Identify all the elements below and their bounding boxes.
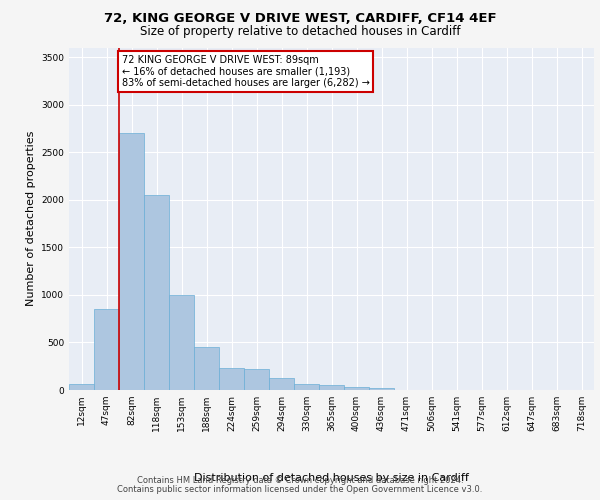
Bar: [144, 195, 169, 390]
Bar: [269, 378, 294, 390]
Bar: [294, 384, 319, 390]
Bar: [319, 385, 344, 390]
Text: 72 KING GEORGE V DRIVE WEST: 89sqm
← 16% of detached houses are smaller (1,193)
: 72 KING GEORGE V DRIVE WEST: 89sqm ← 16%…: [121, 55, 370, 88]
Bar: [69, 384, 94, 390]
X-axis label: Distribution of detached houses by size in Cardiff: Distribution of detached houses by size …: [194, 473, 469, 483]
Bar: [194, 347, 219, 390]
Y-axis label: Number of detached properties: Number of detached properties: [26, 131, 35, 306]
Bar: [94, 309, 119, 390]
Bar: [219, 368, 244, 390]
Text: Contains public sector information licensed under the Open Government Licence v3: Contains public sector information licen…: [118, 484, 482, 494]
Text: Size of property relative to detached houses in Cardiff: Size of property relative to detached ho…: [140, 25, 460, 38]
Bar: [169, 295, 194, 390]
Bar: [369, 388, 394, 390]
Bar: [244, 369, 269, 390]
Text: 72, KING GEORGE V DRIVE WEST, CARDIFF, CF14 4EF: 72, KING GEORGE V DRIVE WEST, CARDIFF, C…: [104, 12, 496, 26]
Bar: [344, 387, 369, 390]
Text: Contains HM Land Registry data © Crown copyright and database right 2024.: Contains HM Land Registry data © Crown c…: [137, 476, 463, 485]
Bar: [119, 133, 144, 390]
